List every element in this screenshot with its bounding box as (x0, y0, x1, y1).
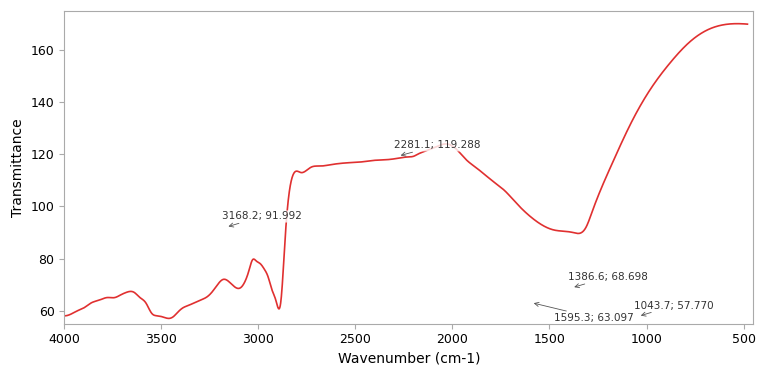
Y-axis label: Transmittance: Transmittance (11, 118, 25, 217)
Text: 1595.3; 63.097: 1595.3; 63.097 (535, 302, 634, 323)
Text: 3168.2; 91.992: 3168.2; 91.992 (222, 211, 302, 227)
Text: 1386.6; 68.698: 1386.6; 68.698 (568, 272, 647, 288)
Text: 2281.1; 119.288: 2281.1; 119.288 (394, 140, 481, 156)
Text: 1043.7; 57.770: 1043.7; 57.770 (634, 300, 713, 316)
X-axis label: Wavenumber (cm-1): Wavenumber (cm-1) (337, 352, 480, 366)
